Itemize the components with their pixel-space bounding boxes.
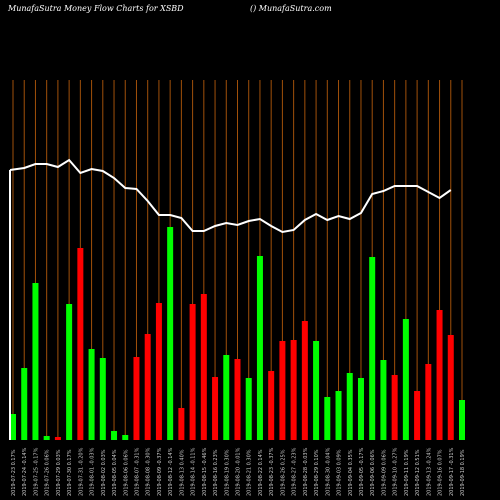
money-flow-bar [155, 303, 162, 440]
x-tick-label: 2019-08-07 -0.31% [134, 447, 140, 496]
money-flow-bar [21, 368, 28, 440]
money-flow-bar [279, 341, 286, 440]
x-tick-label: 2019-07-24 -0.14% [22, 447, 28, 496]
x-tick-label: 2019-08-21 0.30% [247, 449, 253, 496]
money-flow-bar [391, 375, 398, 440]
x-tick-label: 2019-07-23 0.17% [11, 449, 17, 496]
money-flow-bar [357, 378, 364, 440]
x-tick-label: 2019-08-06 0.06% [123, 449, 129, 496]
site-credit: () MunafaSutra.com [250, 4, 332, 13]
x-tick-label: 2019-08-16 0.23% [213, 449, 219, 496]
x-tick-label: 2019-08-29 0.10% [314, 449, 320, 496]
x-tick-label: 2019-09-06 0.06% [370, 449, 376, 496]
x-tick-label: 2019-09-05 -0.17% [359, 447, 365, 496]
x-tick-label: 2019-08-22 0.14% [258, 449, 264, 496]
x-tick-label: 2019-08-02 0.03% [101, 449, 107, 496]
chart-title: MunafaSutra Money Flow Charts for XSBD [8, 4, 184, 13]
x-tick-label: 2019-09-13 -0.24% [426, 447, 432, 496]
money-flow-bar [268, 371, 275, 440]
x-tick-label: 2019-08-27 -0.23% [292, 447, 298, 496]
money-flow-bar [178, 408, 185, 440]
money-flow-bar [111, 431, 118, 440]
money-flow-bars [10, 227, 465, 440]
x-tick-label: 2019-08-30 -0.04% [325, 447, 331, 496]
money-flow-bar [189, 304, 196, 440]
x-tick-label: 2019-07-30 0.17% [67, 449, 73, 496]
x-tick-label: 2019-07-25 -0.17% [33, 447, 39, 496]
money-flow-bar [133, 357, 140, 440]
x-tick-label: 2019-08-15 -0.46% [202, 447, 208, 496]
x-tick-label: 2019-08-26 0.25% [280, 449, 286, 496]
money-flow-bar [324, 397, 331, 440]
money-flow-bar [223, 355, 230, 440]
x-tick-label: 2019-08-09 -0.37% [157, 447, 163, 496]
x-tick-label: 2019-08-13 0.40% [179, 449, 185, 496]
money-flow-bar [212, 377, 219, 440]
money-flow-bar [380, 360, 387, 440]
x-tick-label: 2019-07-26 0.06% [45, 449, 51, 496]
money-flow-bar [54, 437, 61, 440]
x-tick-label: 2019-09-18 0.19% [460, 449, 466, 496]
money-flow-bar [301, 321, 308, 440]
x-tick-label: 2019-08-20 -0.01% [236, 447, 242, 496]
money-flow-bar [402, 319, 409, 440]
x-tick-label: 2019-08-05 0.04% [112, 449, 118, 496]
money-flow-bar [10, 414, 16, 440]
money-flow-bar [32, 283, 39, 440]
money-flow-bar [88, 349, 95, 440]
x-tick-label: 2019-09-17 -0.31% [449, 447, 455, 496]
money-flow-bar [425, 364, 432, 440]
x-tick-label: 2019-09-09 0.06% [381, 449, 387, 496]
money-flow-bar [436, 310, 443, 440]
x-tick-label: 2019-08-01 -0.03% [90, 447, 96, 496]
x-tick-label: 2019-09-11 0.19% [404, 449, 410, 496]
x-tick-label: 2019-08-19 0.30% [224, 449, 230, 496]
money-flow-bar [290, 340, 297, 440]
money-flow-bar [335, 391, 342, 440]
money-flow-bar [313, 341, 320, 440]
x-tick-label: 2019-09-16 0.07% [438, 449, 444, 496]
money-flow-bar [43, 436, 50, 440]
x-tick-label: 2019-08-23 -0.37% [269, 447, 275, 496]
money-flow-bar [459, 400, 465, 440]
x-tick-label: 2019-08-28 -0.03% [303, 447, 309, 496]
x-tick-label: 2019-07-29 0.03% [56, 449, 62, 496]
x-axis-labels: 2019-07-23 0.17% 2019-07-24 -0.14% 2019-07… [11, 447, 466, 496]
x-tick-label: 2019-09-12 0.51% [415, 449, 421, 496]
money-flow-bar [167, 227, 174, 440]
money-flow-bar [122, 435, 129, 440]
money-flow-bar [369, 257, 376, 440]
money-flow-bar [447, 335, 454, 440]
money-flow-bar [245, 378, 252, 440]
x-tick-label: 2019-08-12 -0.14% [168, 447, 174, 496]
money-flow-bar [144, 334, 151, 440]
money-flow-bar [99, 358, 106, 440]
money-flow-bar [200, 294, 207, 440]
price-line [9, 158, 452, 440]
money-flow-bar [234, 359, 241, 440]
money-flow-bar [256, 256, 263, 440]
x-tick-label: 2019-08-14 -0.11% [191, 447, 197, 496]
money-flow-bar [77, 248, 84, 440]
price-line-path [9, 158, 452, 234]
money-flow-bar [346, 373, 353, 440]
x-tick-label: 2019-09-10 -0.27% [393, 447, 399, 496]
x-tick-label: 2019-09-04 0.35% [348, 449, 354, 496]
x-tick-label: 2019-08-08 -0.30% [146, 447, 152, 496]
money-flow-bar [66, 304, 73, 440]
x-tick-label: 2019-09-03 0.09% [337, 449, 343, 496]
x-tick-label: 2019-07-31 -0.20% [78, 447, 84, 496]
money-flow-bar [414, 391, 421, 440]
